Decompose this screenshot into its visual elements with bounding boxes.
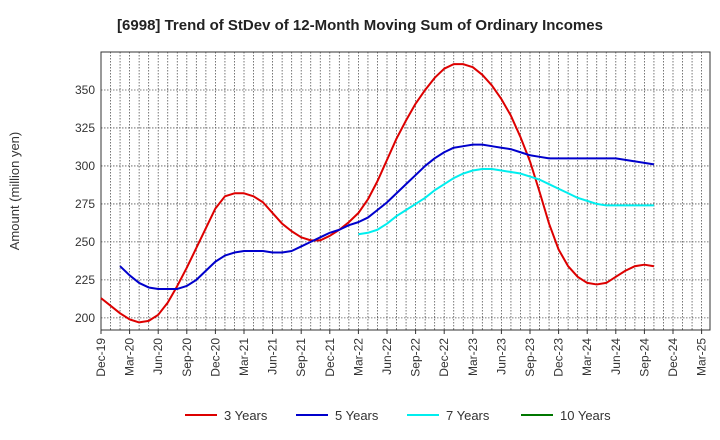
series-line-3-years — [100, 63, 655, 324]
x-tick-label: Dec-23 — [552, 338, 566, 377]
y-tick-label: 275 — [75, 197, 95, 211]
series-line-5-years — [119, 143, 655, 290]
x-tick-label: Jun-22 — [380, 338, 394, 375]
y-tick-label: 250 — [75, 235, 95, 249]
x-tick-label: Jun-21 — [266, 338, 280, 375]
x-tick-label: Sep-23 — [523, 338, 537, 377]
chart-title: [6998] Trend of StDev of 12-Month Moving… — [117, 17, 603, 34]
plot-area — [101, 52, 710, 330]
x-tick-label: Mar-20 — [123, 338, 137, 376]
series-line-7-years — [358, 167, 654, 236]
x-tick-label: Dec-24 — [666, 338, 680, 377]
x-tick-label: Mar-25 — [695, 338, 709, 376]
y-tick-label: 225 — [75, 273, 95, 287]
legend-label: 5 Years — [335, 408, 379, 423]
x-tick-label: Dec-21 — [323, 338, 337, 377]
x-tick-label: Jun-20 — [151, 338, 165, 375]
x-tick-label: Dec-20 — [208, 338, 222, 377]
x-tick-label: Sep-22 — [409, 338, 423, 377]
x-tick-label: Mar-21 — [237, 338, 251, 376]
y-tick-label: 350 — [75, 83, 95, 97]
x-tick-label: Mar-24 — [580, 338, 594, 376]
y-axis-ticks: 200 225 250 275 300 325 350 — [75, 83, 95, 325]
x-tick-label: Sep-20 — [180, 338, 194, 377]
plot-background — [101, 52, 710, 330]
x-tick-label: Sep-21 — [294, 338, 308, 377]
legend: 3 Years 5 Years 7 Years 10 Years — [185, 408, 611, 423]
legend-label: 3 Years — [224, 408, 268, 423]
x-tick-label: Dec-19 — [94, 338, 108, 377]
series-lines — [100, 63, 655, 324]
legend-label: 7 Years — [446, 408, 490, 423]
x-tick-label: Jun-23 — [494, 338, 508, 375]
x-tick-label: Mar-22 — [351, 338, 365, 376]
y-tick-label: 300 — [75, 159, 95, 173]
x-tick-label: Dec-22 — [437, 338, 451, 377]
x-axis-ticks: Dec-19 Mar-20 Jun-20 Sep-20 Dec-20 Mar-21 Jun-… — [94, 330, 709, 377]
x-tick-label: Jun-24 — [609, 338, 623, 375]
x-tick-label: Sep-24 — [637, 338, 651, 377]
grid-lines — [101, 52, 710, 330]
plot-frame — [100, 51, 711, 331]
x-tick-label: Mar-23 — [466, 338, 480, 376]
legend-label: 10 Years — [560, 408, 611, 423]
y-tick-label: 200 — [75, 311, 95, 325]
y-tick-label: 325 — [75, 121, 95, 135]
y-axis-label: Amount (million yen) — [7, 132, 22, 251]
